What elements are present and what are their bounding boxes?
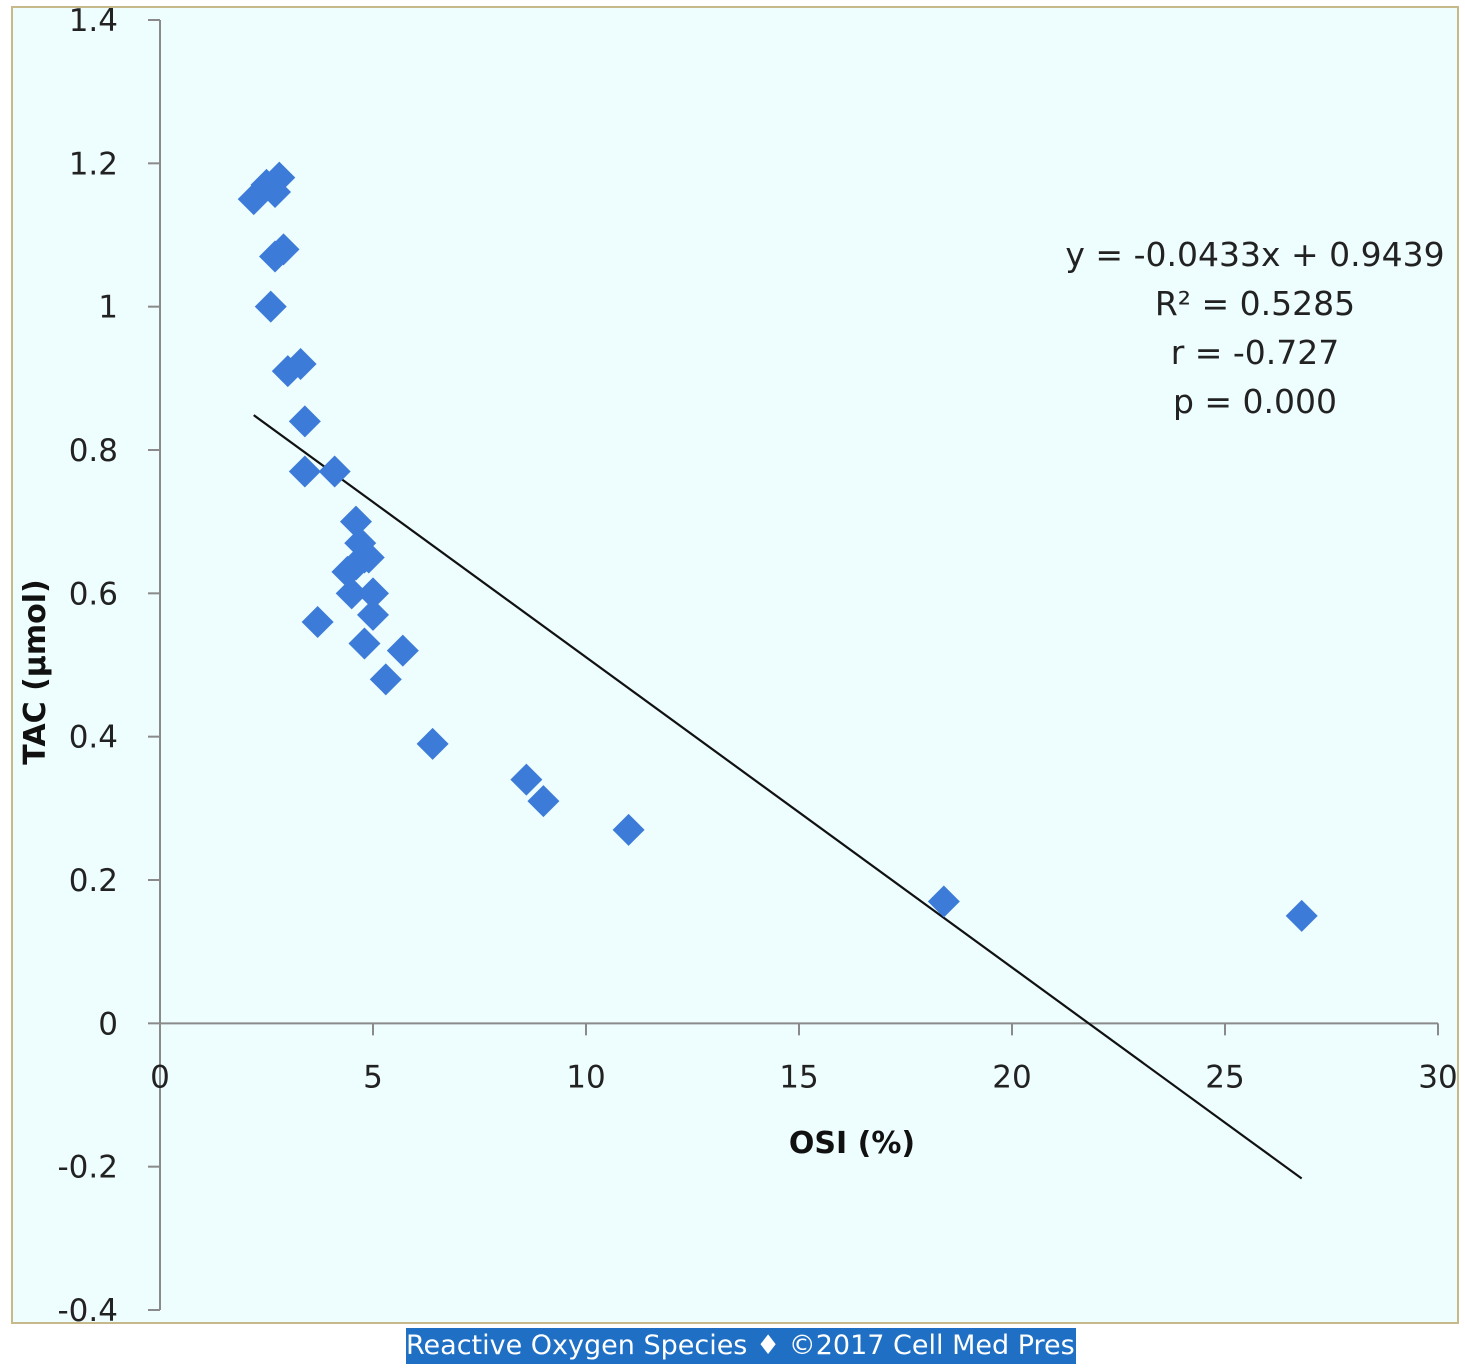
r-label: r = -0.727	[1171, 333, 1340, 372]
data-point	[416, 727, 449, 760]
data-point	[510, 763, 543, 796]
data-point	[927, 885, 960, 918]
y-tick-label: 1	[98, 290, 118, 326]
data-point	[612, 813, 645, 846]
x-tick-label: 20	[992, 1059, 1031, 1095]
x-tick-label: 0	[150, 1059, 170, 1095]
data-points	[237, 161, 1318, 932]
y-tick-label: 0.6	[69, 576, 118, 612]
data-point	[254, 290, 287, 323]
y-axis-title: TAC (μmol)	[18, 579, 53, 764]
data-point	[339, 505, 372, 538]
axes	[148, 19, 1439, 1311]
p-label: p = 0.000	[1173, 382, 1337, 421]
x-tick-label: 25	[1205, 1059, 1244, 1095]
y-tick-label: -0.4	[58, 1293, 119, 1322]
x-tick-label: 5	[363, 1059, 383, 1095]
y-tick-label: 0.2	[69, 863, 118, 899]
chart-frame: 1.4 1.2 1 0.8 0.6 0.4 0.2 0 -0.2 -0.4 0 5 10 15 20 25 30…	[11, 6, 1459, 1324]
data-point	[301, 606, 334, 638]
scatter-chart: 1.4 1.2 1 0.8 0.6 0.4 0.2 0 -0.2 -0.4 0 5 10 15 20 25 30…	[18, 8, 1458, 1322]
x-axis-title: OSI (%)	[789, 1126, 915, 1161]
data-point	[357, 577, 389, 610]
y-tick-label: -0.2	[58, 1150, 119, 1186]
data-point	[288, 455, 321, 488]
y-tick-label: 0.4	[69, 720, 118, 756]
data-point	[348, 627, 381, 660]
data-point	[369, 663, 402, 696]
data-point	[335, 577, 368, 610]
x-tick-label: 30	[1418, 1059, 1457, 1095]
y-tick-label: 1.4	[69, 8, 118, 39]
publisher-footer: Reactive Oxygen Species ♦ ©2017 Cell Med…	[406, 1328, 1089, 1364]
data-point	[288, 405, 321, 438]
trendline	[253, 414, 1303, 1180]
data-point	[527, 785, 560, 818]
data-point	[331, 555, 364, 588]
x-tick-label: 10	[566, 1059, 605, 1095]
data-point	[318, 455, 351, 488]
data-point	[357, 598, 389, 631]
equation-label: y = -0.0433x + 0.9439	[1065, 235, 1444, 274]
y-tick-label: 1.2	[69, 146, 118, 182]
data-point	[386, 634, 419, 667]
data-point	[263, 161, 296, 194]
regression-stats: y = -0.0433x + 0.9439 R² = 0.5285 r = -0…	[1065, 235, 1444, 421]
data-point	[1285, 899, 1318, 932]
data-point	[267, 233, 300, 266]
axis-labels: 1.4 1.2 1 0.8 0.6 0.4 0.2 0 -0.2 -0.4 0 5 10 15 20 25 30	[58, 8, 1458, 1322]
y-tick-label: 0.8	[69, 433, 118, 469]
y-tick-label: 0	[98, 1006, 118, 1042]
x-tick-label: 15	[779, 1059, 818, 1095]
trendline-group	[253, 414, 1303, 1180]
r-squared-label: R² = 0.5285	[1155, 284, 1355, 323]
data-point	[284, 348, 317, 380]
